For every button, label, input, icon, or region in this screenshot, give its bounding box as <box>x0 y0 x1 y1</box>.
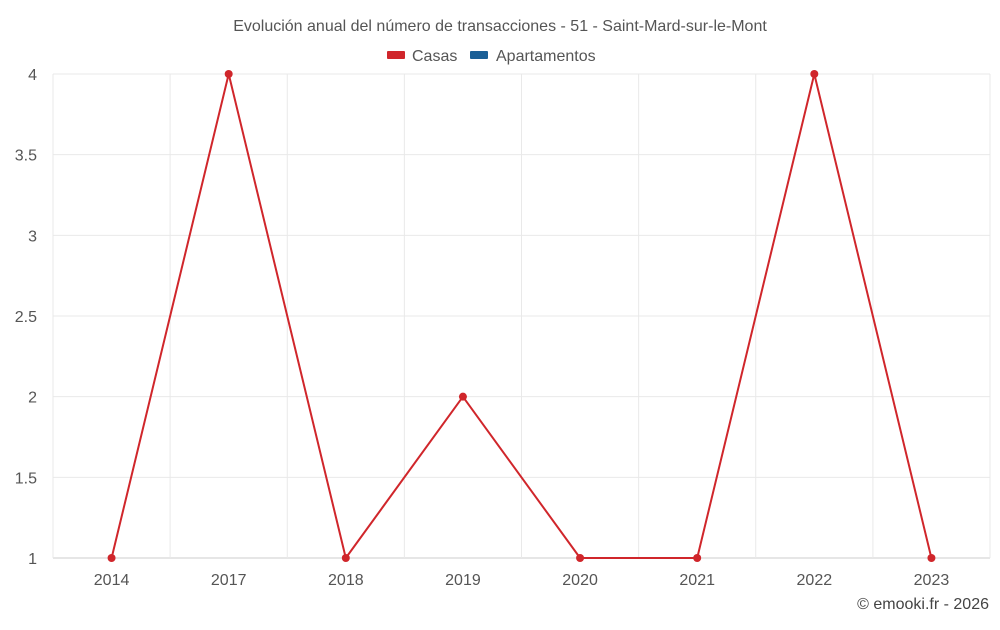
x-tick-label: 2019 <box>445 572 481 589</box>
data-point-casas[interactable] <box>341 554 350 562</box>
legend-label-casas: Casas <box>412 48 457 65</box>
series-casas <box>107 70 936 562</box>
y-tick-label: 1 <box>28 551 37 568</box>
x-tick-label: 2014 <box>94 572 130 589</box>
x-tick-label: 2021 <box>679 572 715 589</box>
y-tick-label: 2 <box>28 390 37 407</box>
y-tick-label: 2.5 <box>15 309 37 326</box>
x-tick-label: 2020 <box>562 572 598 589</box>
y-tick-label: 3.5 <box>15 148 37 165</box>
y-tick-label: 1.5 <box>15 470 37 487</box>
legend-swatch-apartamentos <box>470 51 488 59</box>
legend: Casas Apartamentos <box>387 48 596 65</box>
data-point-casas[interactable] <box>107 554 116 562</box>
x-tick-label: 2018 <box>328 572 364 589</box>
data-point-casas[interactable] <box>693 554 702 562</box>
x-tick-label: 2022 <box>797 572 833 589</box>
gridlines <box>52 73 991 559</box>
y-tick-label: 4 <box>28 67 37 84</box>
data-point-casas[interactable] <box>927 554 936 562</box>
chart-title: Evolución anual del número de transaccio… <box>233 18 767 35</box>
data-point-casas[interactable] <box>576 554 585 562</box>
x-tick-label: 2023 <box>914 572 950 589</box>
data-point-casas[interactable] <box>224 70 233 78</box>
series-line-casas <box>110 73 933 559</box>
x-tick-label: 2017 <box>211 572 247 589</box>
legend-item-casas[interactable]: Casas <box>387 48 457 65</box>
x-axis-ticks: 2014 2017 2018 2019 2020 2021 2022 2023 <box>94 572 950 589</box>
legend-label-apartamentos: Apartamentos <box>496 48 596 65</box>
y-tick-label: 3 <box>28 228 37 245</box>
legend-item-apartamentos[interactable]: Apartamentos <box>470 48 596 65</box>
credit-text: © emooki.fr - 2026 <box>857 596 989 613</box>
data-point-casas[interactable] <box>810 70 819 78</box>
legend-swatch-casas <box>387 51 405 59</box>
data-point-casas[interactable] <box>458 392 467 401</box>
y-axis-ticks: 1 1.5 2 2.5 3 3.5 4 <box>15 67 37 568</box>
